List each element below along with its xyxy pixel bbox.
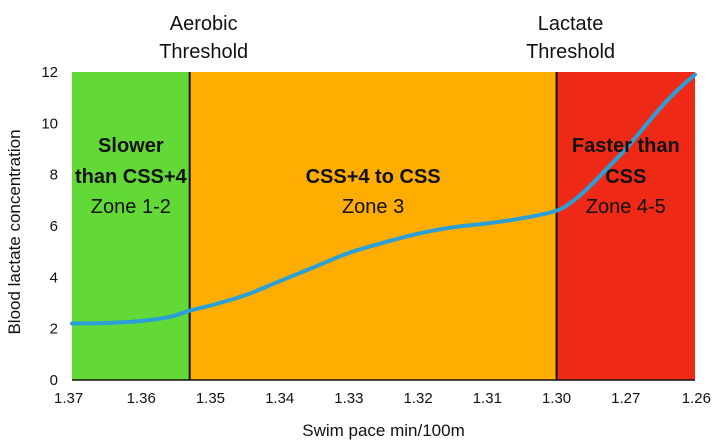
threshold-labels: Aerobic Threshold Lactate Threshold <box>159 13 615 63</box>
x-tick-label: 1.37 <box>54 390 83 407</box>
y-axis-title: Blood lactate concentration <box>5 129 24 334</box>
threshold-label-line1: Aerobic <box>170 13 238 35</box>
x-tick-label: 1.30 <box>542 390 571 407</box>
y-tick-label: 0 <box>50 372 58 389</box>
zone-title-line2: CSS <box>605 166 646 188</box>
x-tick-label: 1.35 <box>196 390 225 407</box>
threshold-label-line2: Threshold <box>526 41 615 63</box>
x-tick-label: 1.34 <box>265 390 294 407</box>
zone-title-line1: Slower <box>98 135 164 157</box>
zone-subtitle: Zone 1-2 <box>91 196 171 218</box>
x-axis-title: Swim pace min/100m <box>302 421 465 440</box>
zone-title-line1: Faster than <box>572 135 680 157</box>
lactate-curve <box>70 72 697 326</box>
zone-title-line2: than CSS+4 <box>75 166 188 188</box>
zone-band-3 <box>556 72 695 380</box>
zone-band-1 <box>72 72 190 380</box>
zone-subtitle: Zone 3 <box>342 196 404 218</box>
y-tick-labels: 0 2 4 6 8 10 12 <box>41 64 58 389</box>
series-line-1 <box>70 72 697 326</box>
y-tick-label: 10 <box>41 115 58 132</box>
y-tick-label: 6 <box>50 218 58 235</box>
zone-backgrounds <box>72 72 695 380</box>
y-tick-label: 12 <box>41 64 58 81</box>
zone-band-2 <box>189 72 557 380</box>
y-tick-label: 4 <box>50 269 58 286</box>
x-tick-label: 1.31 <box>473 390 502 407</box>
x-tick-label: 1.27 <box>611 390 640 407</box>
zone-subtitle: Zone 4-5 <box>586 196 666 218</box>
x-tick-label: 1.32 <box>404 390 433 407</box>
zone-title-line1: CSS+4 to CSS <box>306 166 441 188</box>
x-tick-label: 1.33 <box>334 390 363 407</box>
threshold-label-line2: Threshold <box>159 41 248 63</box>
y-tick-label: 8 <box>50 167 58 184</box>
zone-labels: Slower than CSS+4 Zone 1-2 CSS+4 to CSS Zone… <box>75 135 680 218</box>
x-tick-label: 1.26 <box>682 390 711 407</box>
x-tick-label: 1.36 <box>127 390 156 407</box>
threshold-label-line1: Lactate <box>538 13 604 35</box>
y-tick-label: 2 <box>50 321 58 338</box>
x-tick-labels: 1.37 1.36 1.35 1.34 1.33 1.32 1.31 1.30 1.27 1.26 <box>54 390 711 407</box>
threshold-lines <box>188 72 558 380</box>
